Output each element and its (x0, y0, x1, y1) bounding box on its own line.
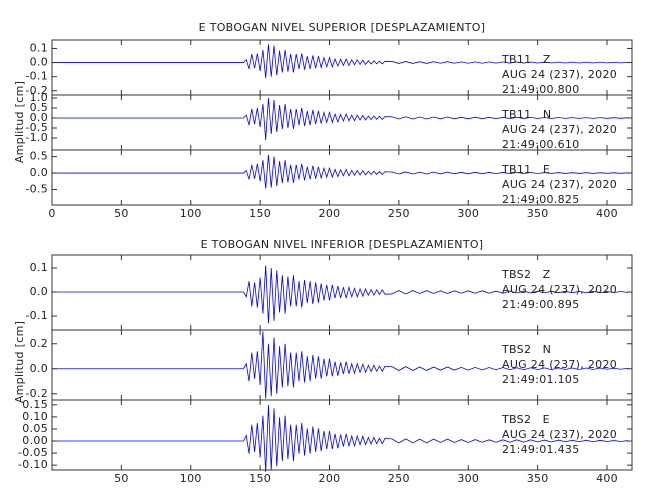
trace-annotation: 21:49:01.105 (502, 373, 580, 386)
chart-title: E TOBOGAN NIVEL SUPERIOR [DESPLAZAMIENTO… (199, 21, 486, 34)
y-tick-label: -0.5 (25, 121, 48, 134)
trace-annotation: TB11 N (501, 108, 551, 121)
x-tick-label: 50 (114, 207, 129, 220)
y-axis-label: Amplitud [cm] (13, 81, 26, 163)
trace-annotation: 21:49:00.610 (502, 138, 580, 151)
trace-annotation: TBS2 Z (501, 268, 551, 281)
trace-annotation: AUG 24 (237), 2020 (502, 68, 617, 81)
y-tick-label: 1.0 (30, 91, 48, 104)
y-tick-label: -0.2 (25, 387, 48, 400)
y-tick-label: 0.0 (30, 285, 48, 298)
trace-annotation: TB11 E (501, 163, 550, 176)
x-tick-label: 250 (388, 472, 410, 485)
trace-annotation: 21:49:01.435 (502, 443, 580, 456)
y-tick-label: -0.10 (18, 458, 48, 471)
trace (52, 154, 628, 189)
y-tick-label: 0.5 (30, 150, 48, 163)
panel-frame (51, 399, 633, 471)
y-tick-label: 0.5 (30, 101, 48, 114)
trace (52, 331, 628, 399)
x-tick-label: 100 (180, 472, 202, 485)
x-tick-label: 300 (457, 472, 479, 485)
x-tick-label: 50 (114, 472, 129, 485)
y-axis-label: Amplitud [cm] (13, 321, 26, 403)
x-tick-label: 350 (527, 207, 549, 220)
trace (52, 97, 628, 141)
y-tick-label: -0.1 (25, 70, 48, 83)
y-tick-label: -0.2 (25, 84, 48, 97)
trace (52, 404, 628, 472)
y-tick-label: 0.0 (30, 166, 48, 179)
trace-annotation: 21:49:00.895 (502, 298, 580, 311)
chart-title: E TOBOGAN NIVEL INFERIOR [DESPLAZAMIENTO… (201, 238, 484, 251)
trace-annotation: AUG 24 (237), 2020 (502, 178, 617, 191)
trace-annotation: AUG 24 (237), 2020 (502, 428, 617, 441)
trace-annotation: AUG 24 (237), 2020 (502, 123, 617, 136)
panel-frame (51, 149, 633, 206)
trace-annotation: 21:49:00.825 (502, 193, 580, 206)
x-tick-label: 400 (596, 472, 618, 485)
x-tick-label: 0 (48, 207, 55, 220)
y-tick-label: -0.1 (25, 309, 48, 322)
x-tick-label: 150 (249, 207, 271, 220)
x-tick-label: 150 (249, 472, 271, 485)
x-tick-label: 250 (388, 207, 410, 220)
trace-annotation: TBS2 N (501, 343, 551, 356)
trace-annotation: AUG 24 (237), 2020 (502, 358, 617, 371)
trace (52, 265, 628, 324)
y-tick-label: 0.00 (22, 434, 48, 447)
x-tick-label: 100 (180, 207, 202, 220)
y-tick-label: 0.2 (30, 337, 48, 350)
y-tick-label: 0.0 (30, 56, 48, 69)
y-tick-label: 0.1 (30, 261, 48, 274)
x-tick-label: 400 (596, 207, 618, 220)
trace-annotation: 21:49:00.800 (502, 83, 580, 96)
y-tick-label: 0.0 (30, 362, 48, 375)
y-tick-label: 0.1 (30, 41, 48, 54)
y-tick-label: 0.05 (22, 422, 48, 435)
y-tick-label: 0.10 (22, 410, 48, 423)
trace-annotation: TBS2 E (501, 413, 550, 426)
x-tick-label: 200 (319, 472, 341, 485)
trace-annotation: AUG 24 (237), 2020 (502, 283, 617, 296)
x-tick-label: 300 (457, 207, 479, 220)
x-tick-label: 350 (527, 472, 549, 485)
y-tick-label: -0.05 (18, 446, 48, 459)
x-tick-label: 200 (319, 207, 341, 220)
trace-annotation: TB11 Z (501, 53, 551, 66)
y-tick-label: -1.0 (25, 131, 48, 144)
y-tick-label: -0.5 (25, 183, 48, 196)
y-tick-label: 0.15 (22, 398, 48, 411)
y-tick-label: 0.0 (30, 111, 48, 124)
trace (52, 44, 628, 79)
